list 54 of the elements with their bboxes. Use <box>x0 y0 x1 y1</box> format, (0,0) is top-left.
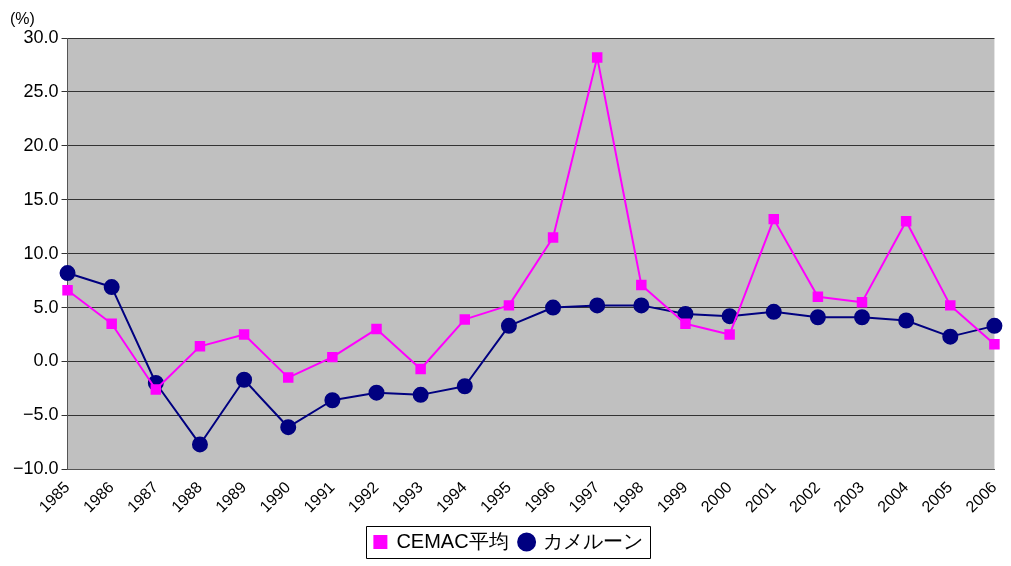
y-tick-label: −10.0 <box>13 458 59 479</box>
point <box>942 328 959 345</box>
point <box>280 419 297 436</box>
y-tick-label: 5.0 <box>33 296 59 317</box>
point <box>103 279 120 296</box>
point <box>945 300 956 311</box>
point <box>324 392 341 409</box>
point <box>900 216 912 227</box>
point <box>327 351 338 363</box>
point <box>238 329 250 340</box>
point <box>236 371 253 388</box>
point <box>680 318 691 329</box>
y-tick-label: 25.0 <box>23 80 59 101</box>
y-tick-label: −5.0 <box>23 404 59 425</box>
point <box>62 285 73 296</box>
y-tick-label: 0.0 <box>33 350 59 371</box>
y-tick-label: 20.0 <box>23 134 59 155</box>
point <box>456 378 473 395</box>
point <box>633 297 650 314</box>
y-tick-label: 30.0 <box>23 26 59 47</box>
y-tick-label: 10.0 <box>23 242 59 263</box>
point <box>194 341 206 352</box>
point <box>636 279 647 291</box>
point <box>591 52 603 63</box>
legend-label: カメルーン <box>542 529 643 552</box>
point <box>545 299 562 316</box>
point <box>503 300 515 311</box>
point <box>459 314 471 325</box>
point <box>812 291 824 302</box>
point <box>191 436 208 453</box>
y-axis-title: (%) <box>10 10 35 28</box>
point <box>989 338 1000 350</box>
point <box>986 317 1003 334</box>
point <box>589 297 606 314</box>
point <box>809 309 826 326</box>
point <box>412 386 429 403</box>
point <box>768 213 779 225</box>
point <box>856 296 868 308</box>
point <box>368 384 385 401</box>
point <box>547 232 559 243</box>
legend-label: CEMAC平均 <box>396 529 509 552</box>
point <box>415 363 426 375</box>
point <box>854 309 871 326</box>
point <box>106 318 117 329</box>
point <box>765 303 782 320</box>
y-tick-label: 15.0 <box>23 188 59 209</box>
point <box>150 384 162 395</box>
point <box>898 312 915 329</box>
point <box>721 308 738 325</box>
point <box>282 372 294 383</box>
point <box>371 323 382 335</box>
point <box>724 329 735 340</box>
point <box>59 265 76 282</box>
point <box>500 317 517 334</box>
